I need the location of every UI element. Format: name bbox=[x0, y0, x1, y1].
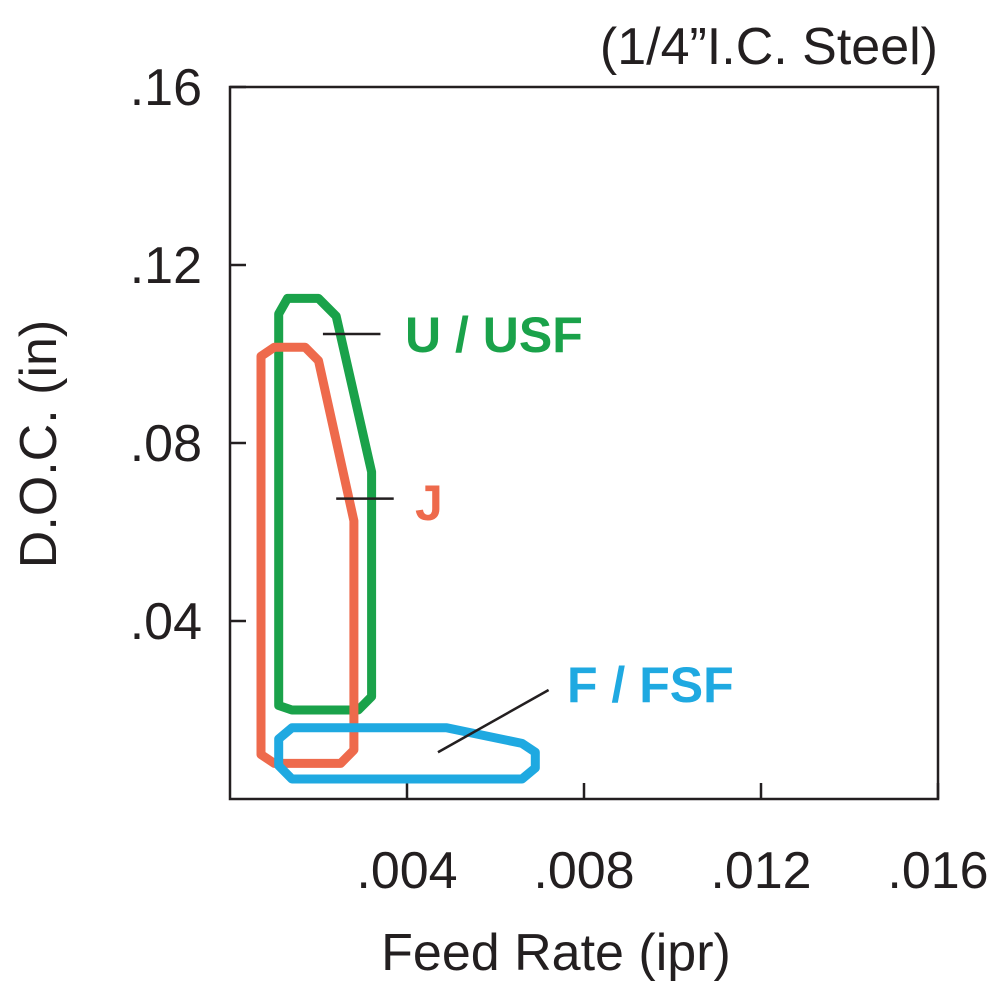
x-axis-title: Feed Rate (ipr) bbox=[381, 924, 731, 982]
x-tick-label: .004 bbox=[356, 842, 457, 900]
x-tick-label: .012 bbox=[710, 842, 811, 900]
region-j bbox=[256, 342, 359, 768]
x-tick-label: .016 bbox=[887, 842, 988, 900]
x-tick-label: .008 bbox=[533, 842, 634, 900]
y-tick-label: .08 bbox=[130, 415, 202, 473]
x-axis: .004 .008 .012 .016 bbox=[356, 783, 989, 900]
region-u-usf bbox=[274, 293, 377, 715]
y-axis: .04 .08 .12 .16 bbox=[130, 59, 246, 651]
region-label: J bbox=[415, 475, 443, 531]
y-tick-label: .12 bbox=[130, 237, 202, 295]
y-tick-label: .04 bbox=[130, 593, 202, 651]
leader-lines bbox=[322, 332, 550, 754]
chart-subtitle: (1/4”I.C. Steel) bbox=[600, 18, 938, 76]
y-tick-label: .16 bbox=[130, 59, 202, 117]
y-axis-title: D.O.C. (in) bbox=[10, 320, 68, 568]
regions bbox=[256, 293, 540, 784]
region-label: F / FSF bbox=[567, 657, 734, 713]
region-labels: U / USF J F / FSF bbox=[405, 307, 734, 713]
leader-line-f-fsf bbox=[437, 688, 550, 754]
region-f-fsf bbox=[274, 723, 540, 784]
region-label: U / USF bbox=[405, 307, 583, 363]
